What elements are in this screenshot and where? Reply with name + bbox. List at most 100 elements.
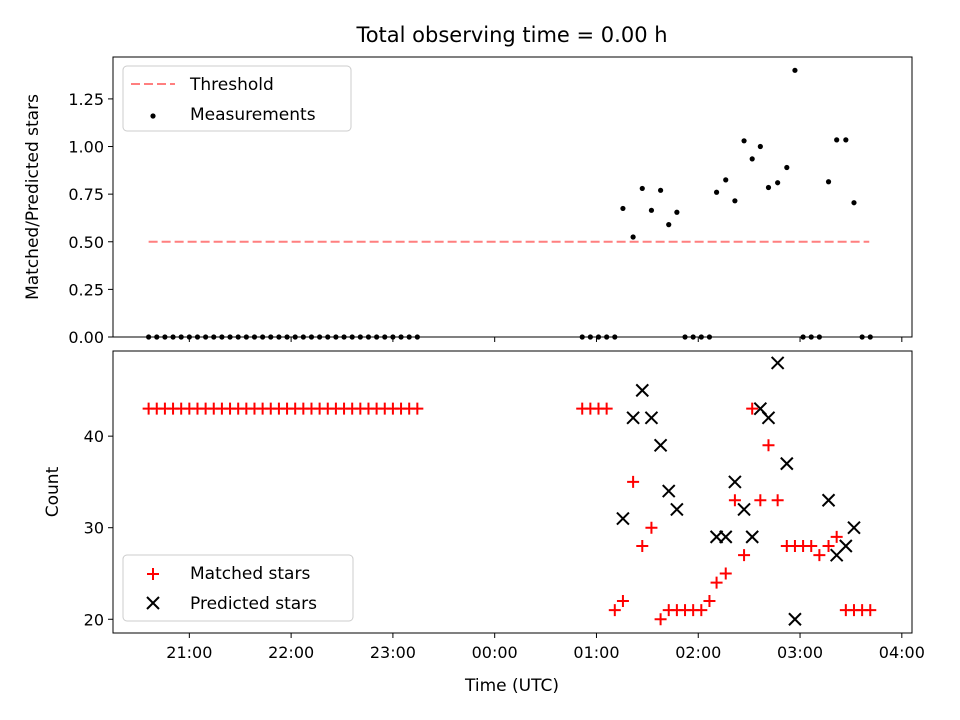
bottom-legend: Matched stars Predicted stars	[122, 554, 354, 622]
measurements-point	[765, 184, 772, 191]
bottom-plot-data	[142, 356, 877, 626]
matched-stars-point	[805, 540, 818, 553]
measurements-point	[630, 234, 636, 240]
bottom-y-axis-label: Count	[43, 466, 63, 517]
predicted-stars-point	[635, 383, 649, 398]
legend-predicted-label: Predicted stars	[190, 594, 317, 614]
bottom-y-tick-label: 40	[84, 427, 104, 446]
top-y-tick-label: 0.75	[68, 185, 104, 204]
bottom-axes: 21:00 22:00 23:00 00:00 01:00 02:00 03:00 04:00…	[84, 427, 925, 662]
matched-stars-point	[695, 604, 708, 617]
legend-measurements-swatch	[150, 113, 156, 119]
matched-stars-point	[411, 402, 424, 415]
predicted-stars-point	[662, 484, 676, 498]
legend-matched-label: Matched stars	[190, 564, 310, 584]
measurements-point	[792, 67, 798, 73]
measurements-point	[757, 143, 763, 150]
measurements-point	[674, 209, 680, 215]
measurements-point	[648, 207, 655, 213]
measurements-point	[825, 179, 832, 185]
measurements-point	[784, 164, 790, 171]
measurements-point	[749, 156, 755, 162]
matched-stars-point	[627, 475, 640, 488]
matched-stars-point	[746, 402, 759, 415]
measurements-point	[851, 200, 857, 206]
matched-stars-point	[822, 540, 835, 553]
predicted-stars-point	[847, 521, 861, 535]
measurements-point	[713, 189, 720, 195]
measurements-point	[639, 185, 645, 192]
matched-stars-point	[710, 576, 723, 589]
bottom-x-tick-label: 21:00	[166, 643, 212, 662]
predicted-stars-point	[821, 493, 836, 507]
matched-stars-point	[813, 549, 826, 562]
predicted-stars-point	[719, 530, 733, 544]
legend-threshold-label: Threshold	[189, 75, 274, 95]
measurements-point	[741, 138, 747, 144]
predicted-stars-point	[626, 411, 640, 425]
top-y-tick-label: 1.00	[68, 138, 104, 157]
matched-stars-point	[608, 604, 621, 617]
matched-stars-point	[600, 402, 613, 415]
measurements-point	[620, 205, 626, 212]
measurements-point	[834, 137, 840, 143]
matched-stars-point	[864, 604, 877, 617]
top-y-axis-label: Matched/Predicted stars	[23, 94, 43, 300]
measurements-point	[657, 187, 664, 193]
bottom-x-tick-label: 00:00	[472, 643, 518, 662]
bottom-x-tick-label: 03:00	[777, 643, 823, 662]
predicted-stars-point	[616, 511, 630, 526]
predicted-stars-point	[761, 411, 776, 425]
measurements-point	[843, 137, 849, 143]
top-legend: Threshold Measurements	[122, 65, 352, 132]
predicted-stars-point	[737, 502, 751, 517]
predicted-stars-point	[780, 456, 794, 471]
bottom-x-tick-label: 04:00	[879, 643, 925, 662]
bottom-x-tick-label: 22:00	[268, 643, 314, 662]
predicted-stars-point	[839, 539, 853, 553]
bottom-y-tick-label: 30	[84, 519, 104, 538]
legend-measurements-label: Measurements	[190, 105, 316, 125]
bottom-legend-box	[122, 554, 354, 622]
predicted-stars-point	[653, 438, 668, 453]
measurements-point	[666, 222, 672, 228]
x-axis-label: Time (UTC)	[464, 676, 559, 696]
top-y-tick-label: 0.00	[68, 328, 104, 347]
top-y-tick-label: 1.25	[68, 90, 104, 109]
top-y-tick-label: 0.25	[68, 280, 104, 299]
matched-stars-point	[645, 521, 658, 534]
predicted-stars-point	[770, 356, 785, 370]
top-legend-box	[122, 65, 352, 132]
matched-stars-point	[728, 494, 741, 507]
bottom-x-tick-label: 23:00	[370, 643, 416, 662]
matched-stars-point	[616, 594, 629, 607]
predicted-stars-point	[670, 502, 684, 517]
chart-title-top: Total observing time = 0.00 h	[355, 23, 667, 47]
measurements-point	[723, 177, 729, 183]
measurements-point	[732, 198, 738, 204]
legend-matched-swatch	[147, 568, 159, 580]
bottom-y-tick-label: 20	[84, 610, 104, 629]
bottom-x-tick-label: 01:00	[573, 643, 619, 662]
predicted-stars-point	[728, 475, 742, 489]
matched-stars-point	[762, 439, 775, 452]
matched-stars-point	[738, 549, 751, 562]
predicted-stars-point	[788, 612, 802, 626]
predicted-stars-point	[644, 411, 659, 425]
measurements-point	[775, 180, 781, 186]
bottom-plot-frame	[112, 350, 913, 634]
top-y-tick-label: 0.50	[68, 233, 104, 252]
top-plot-frame	[112, 56, 913, 338]
legend-predicted-swatch	[146, 596, 160, 610]
matched-stars-point	[703, 594, 716, 607]
matched-stars-point	[754, 494, 767, 507]
bottom-x-tick-label: 02:00	[675, 643, 721, 662]
predicted-stars-point	[745, 530, 759, 544]
matched-stars-point	[830, 530, 843, 543]
matched-stars-point	[719, 567, 732, 580]
top-axes: 0.00 0.25 0.50 0.75 1.00 1.25	[68, 90, 903, 347]
matched-stars-point	[654, 613, 667, 626]
matched-stars-point	[636, 540, 649, 553]
matched-stars-point	[771, 494, 784, 507]
